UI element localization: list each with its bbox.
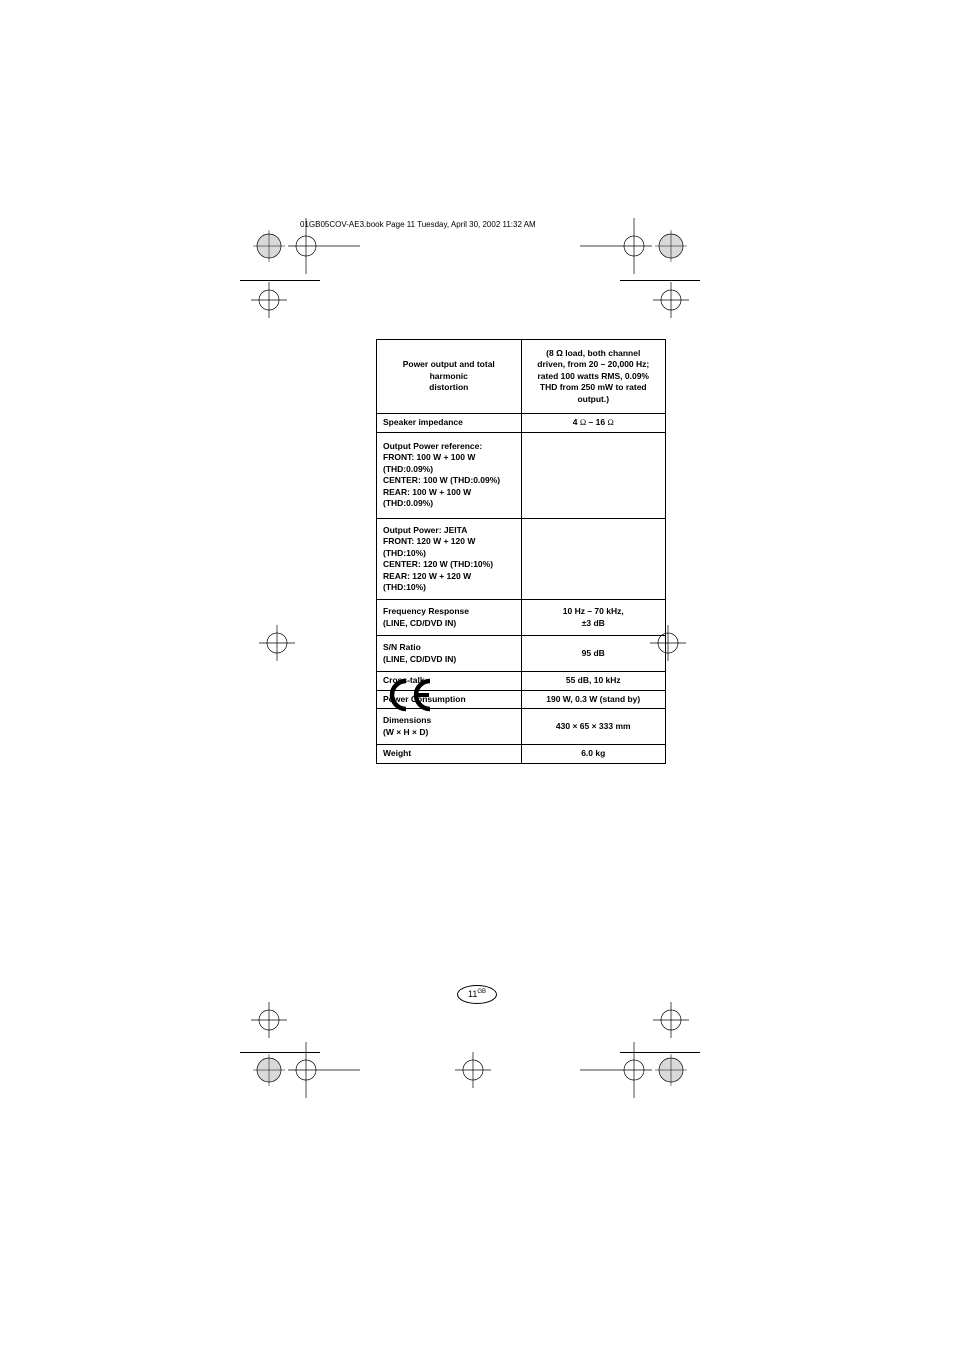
regmark-top-right [580, 210, 700, 330]
table-label: Frequency Response(LINE, CD/DVD IN) [377, 600, 522, 636]
regmark-mid-left [252, 618, 302, 668]
page-number-value: 11 [468, 989, 477, 999]
table-label: Output Power reference:FRONT: 100 W + 10… [377, 432, 522, 518]
table-label: Weight [377, 745, 522, 763]
regmark-bottom-left [240, 990, 360, 1110]
table-value: 430 × 65 × 333 mm [521, 709, 666, 745]
table-row: Weight6.0 kg [377, 745, 666, 763]
regmark-mid-right [643, 618, 693, 668]
table-value [521, 518, 666, 600]
regmark-top-left [240, 210, 360, 330]
table-row: Output Power reference:FRONT: 100 W + 10… [377, 432, 666, 518]
table-row: Speaker impedance4 Ω – 16 Ω [377, 414, 666, 432]
table-row: Dimensions(W × H × D)430 × 65 × 333 mm [377, 709, 666, 745]
regmark-top-left-bar-icon [240, 280, 320, 281]
table-value: 55 dB, 10 kHz [521, 672, 666, 690]
table-row: S/N Ratio(LINE, CD/DVD IN)95 dB [377, 636, 666, 672]
ce-mark-icon [386, 677, 436, 713]
table-value: 6.0 kg [521, 745, 666, 763]
table-value: 190 W, 0.3 W (stand by) [521, 690, 666, 708]
table-label: S/N Ratio(LINE, CD/DVD IN) [377, 636, 522, 672]
table-header-right: (8 Ω load, both channeldriven, from 20 –… [521, 340, 666, 414]
regmark-bottom-right-bar-icon [620, 1052, 700, 1053]
page-root: 01GB05COV-AE3.book Page 11 Tuesday, Apri… [0, 0, 954, 1351]
table-label: Dimensions(W × H × D) [377, 709, 522, 745]
table-value: 4 Ω – 16 Ω [521, 414, 666, 432]
page-number: 11GB [0, 985, 954, 1004]
regmark-bottom-left-bar-icon [240, 1052, 320, 1053]
table-label: Output Power: JEITAFRONT: 120 W + 120 W … [377, 518, 522, 600]
table-header-left: Power output and total harmonicdistortio… [377, 340, 522, 414]
table-row: Output Power: JEITAFRONT: 120 W + 120 W … [377, 518, 666, 600]
regmark-top-right-bar-icon [620, 280, 700, 281]
table-value [521, 432, 666, 518]
regmark-bottom-center [448, 1045, 498, 1095]
table-label: Speaker impedance [377, 414, 522, 432]
regmark-bottom-right [580, 990, 700, 1110]
table-row: Frequency Response(LINE, CD/DVD IN)10 Hz… [377, 600, 666, 636]
